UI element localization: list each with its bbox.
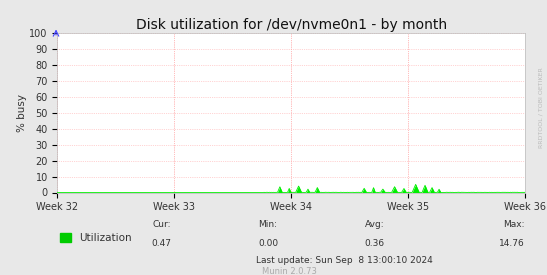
Text: 0.47: 0.47 [152, 239, 171, 248]
Text: 14.76: 14.76 [499, 239, 525, 248]
Text: Avg:: Avg: [365, 220, 385, 229]
Text: 0.36: 0.36 [365, 239, 385, 248]
Title: Disk utilization for /dev/nvme0n1 - by month: Disk utilization for /dev/nvme0n1 - by m… [136, 18, 447, 32]
Text: Munin 2.0.73: Munin 2.0.73 [263, 267, 317, 275]
Text: Min:: Min: [259, 220, 277, 229]
Text: Max:: Max: [504, 220, 525, 229]
Text: RRDTOOL / TOBI OETIKER: RRDTOOL / TOBI OETIKER [538, 67, 543, 148]
Text: 0.00: 0.00 [258, 239, 278, 248]
Legend: Utilization: Utilization [60, 233, 132, 243]
Text: Last update: Sun Sep  8 13:00:10 2024: Last update: Sun Sep 8 13:00:10 2024 [256, 256, 433, 265]
Text: Cur:: Cur: [152, 220, 171, 229]
Y-axis label: % busy: % busy [16, 94, 27, 132]
